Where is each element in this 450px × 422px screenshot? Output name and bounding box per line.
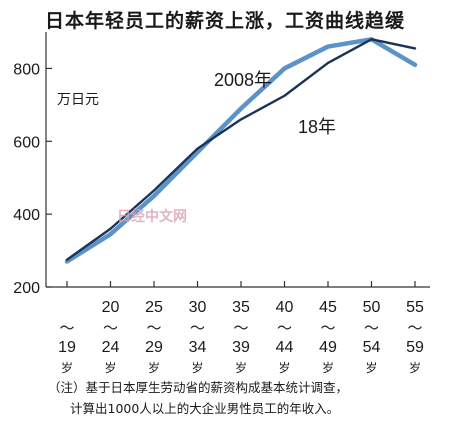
x-label-from-5: 40 — [276, 299, 294, 316]
x-label-from-3: 30 — [189, 299, 207, 316]
x-label-suffix-5: 岁 — [278, 360, 290, 375]
x-label-from-8: 55 — [406, 299, 424, 316]
x-label-to-7: 54 — [363, 339, 381, 356]
x-label-range-sign-4: 〜 — [233, 320, 248, 337]
x-label-from-2: 25 — [145, 299, 163, 316]
x-label-range-sign-8: 〜 — [407, 320, 422, 337]
series-line-1 — [65, 38, 417, 261]
x-label-range-sign-1: 〜 — [103, 320, 118, 337]
x-label-to-8: 59 — [406, 339, 424, 356]
series-label-2008: 2008年 — [214, 70, 272, 90]
x-label-to-6: 49 — [319, 339, 337, 356]
series-label-18: 18年 — [298, 117, 336, 137]
x-label-range-sign-7: 〜 — [364, 320, 379, 337]
x-label-to-3: 34 — [189, 339, 207, 356]
x-label-suffix-6: 岁 — [322, 360, 334, 375]
x-label-from-1: 20 — [102, 299, 120, 316]
x-label-to-2: 29 — [145, 339, 163, 356]
x-label-suffix-2: 岁 — [148, 360, 160, 375]
x-label-suffix-1: 岁 — [104, 360, 116, 375]
x-label-from-7: 50 — [363, 299, 381, 316]
x-label-suffix-3: 岁 — [191, 360, 203, 375]
x-label-to-4: 39 — [232, 339, 250, 356]
x-label-to-0: 19 — [58, 339, 76, 356]
chart-title: 日本年轻员工的薪资上涨，工资曲线趋缓 — [44, 10, 405, 32]
x-label-to-5: 44 — [276, 339, 294, 356]
x-label-suffix-4: 岁 — [235, 360, 247, 375]
x-label-range-sign-5: 〜 — [277, 320, 292, 337]
x-label-to-1: 24 — [102, 339, 120, 356]
x-label-suffix-8: 岁 — [409, 360, 421, 375]
x-label-range-sign-2: 〜 — [146, 320, 161, 337]
y-tick-label-600: 600 — [13, 134, 40, 151]
x-label-suffix-7: 岁 — [365, 360, 377, 375]
watermark-text: 日经中文网 — [117, 208, 187, 225]
x-label-from-4: 35 — [232, 299, 250, 316]
x-label-range-sign-6: 〜 — [320, 320, 335, 337]
y-tick-label-800: 800 — [13, 61, 40, 78]
y-tick-label-400: 400 — [13, 207, 40, 224]
x-label-range-sign-0: 〜 — [59, 320, 74, 337]
x-label-from-6: 45 — [319, 299, 337, 316]
x-label-suffix-0: 岁 — [61, 360, 73, 375]
y-tick-label-200: 200 — [13, 280, 40, 297]
x-label-range-sign-3: 〜 — [190, 320, 205, 337]
footnote-line-1: （注）基于日本厚生劳动省的薪资构成基本统计调查， — [48, 380, 349, 395]
unit-label: 万日元 — [57, 92, 99, 108]
series-line-0 — [64, 37, 418, 264]
footnote-line-2: 计算出1000人以上的大企业男性员工的年收入。 — [70, 401, 340, 416]
